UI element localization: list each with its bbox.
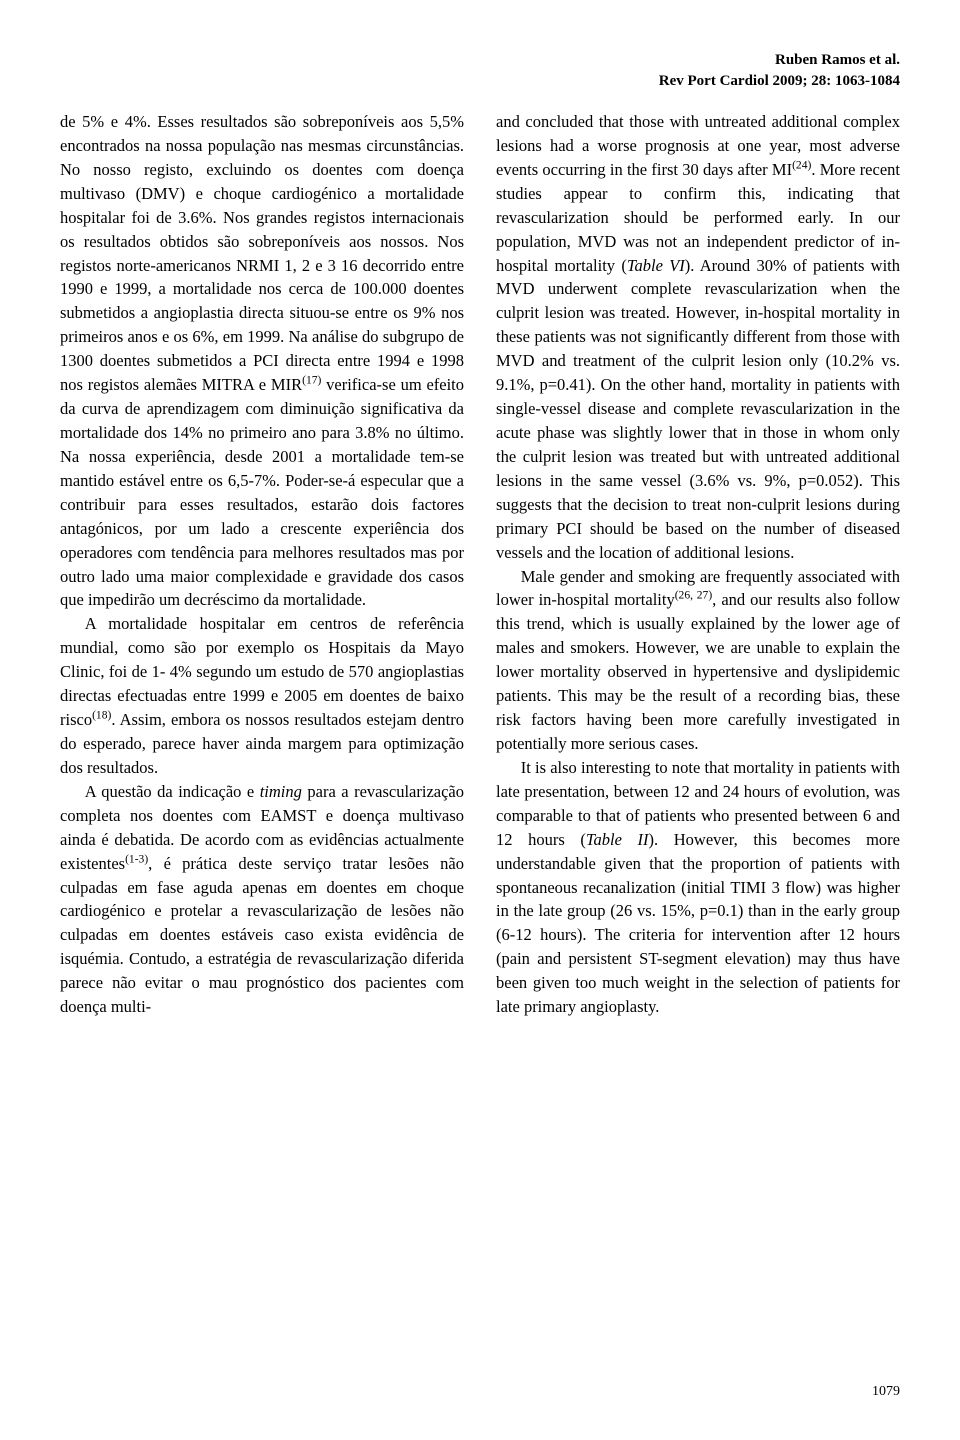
right-para1-text3: ). Around 30% of patients with MVD under… bbox=[496, 256, 900, 562]
left-column: de 5% e 4%. Esses resultados são sobrepo… bbox=[60, 110, 464, 1019]
timing-italic: timing bbox=[260, 782, 302, 801]
journal-citation: Rev Port Cardiol 2009; 28: 1063-1084 bbox=[60, 71, 900, 92]
citation-18: (18) bbox=[92, 710, 111, 722]
citation-26-27: (26, 27) bbox=[675, 590, 712, 602]
right-para-3: It is also interesting to note that mort… bbox=[496, 756, 900, 1019]
left-para-1: de 5% e 4%. Esses resultados são sobrepo… bbox=[60, 110, 464, 612]
right-para-2: Male gender and smoking are frequently a… bbox=[496, 565, 900, 756]
page-number: 1079 bbox=[872, 1384, 900, 1400]
citation-1-3: (1-3) bbox=[125, 853, 148, 865]
right-para3-text2: ). However, this becomes more understand… bbox=[496, 830, 900, 1016]
left-para-3: A questão da indicação e timing para a r… bbox=[60, 780, 464, 1019]
left-para2-text2: . Assim, embora os nossos resultados est… bbox=[60, 710, 464, 777]
citation-24: (24) bbox=[792, 159, 811, 171]
author-name: Ruben Ramos et al. bbox=[60, 50, 900, 71]
table-ii-italic: Table II bbox=[586, 830, 649, 849]
main-content: de 5% e 4%. Esses resultados são sobrepo… bbox=[60, 110, 900, 1019]
article-header: Ruben Ramos et al. Rev Port Cardiol 2009… bbox=[60, 50, 900, 92]
left-para3-text1: A questão da indicação e bbox=[85, 782, 260, 801]
right-para2-text2: , and our results also follow this trend… bbox=[496, 590, 900, 753]
left-para-2: A mortalidade hospitalar em centros de r… bbox=[60, 612, 464, 779]
left-para1-text2: verifica-se um efeito da curva de aprend… bbox=[60, 375, 464, 609]
table-vi-italic: Table VI bbox=[627, 256, 685, 275]
citation-17: (17) bbox=[302, 375, 321, 387]
right-para-1: and concluded that those with untreated … bbox=[496, 110, 900, 565]
left-para3-text3: , é prática deste serviço tratar lesões … bbox=[60, 854, 464, 1017]
left-para1-text1: de 5% e 4%. Esses resultados são sobrepo… bbox=[60, 112, 464, 394]
right-column: and concluded that those with untreated … bbox=[496, 110, 900, 1019]
